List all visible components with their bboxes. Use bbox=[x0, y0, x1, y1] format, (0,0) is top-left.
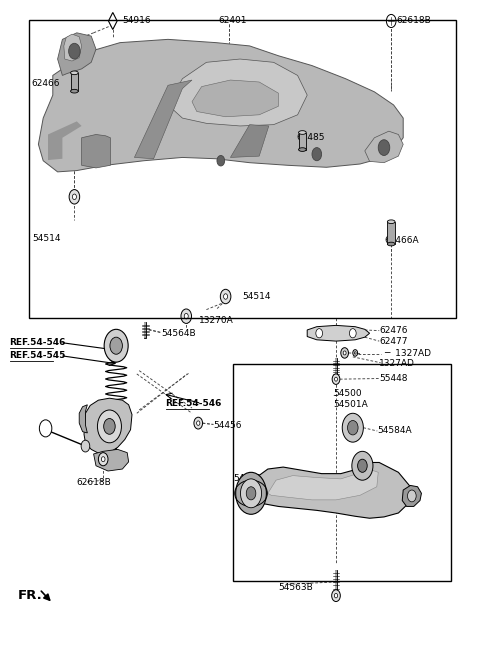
Circle shape bbox=[69, 43, 80, 59]
Circle shape bbox=[98, 453, 108, 466]
Circle shape bbox=[246, 487, 256, 500]
Circle shape bbox=[217, 155, 225, 166]
Text: 54514: 54514 bbox=[242, 292, 271, 301]
Circle shape bbox=[39, 420, 52, 437]
Circle shape bbox=[101, 457, 105, 462]
Circle shape bbox=[316, 329, 323, 338]
Text: 13270A: 13270A bbox=[199, 316, 234, 325]
Polygon shape bbox=[134, 80, 192, 159]
Circle shape bbox=[335, 377, 337, 381]
Polygon shape bbox=[402, 485, 421, 506]
Polygon shape bbox=[58, 33, 96, 75]
Text: 54551D: 54551D bbox=[234, 474, 269, 483]
Text: 54916: 54916 bbox=[122, 16, 151, 26]
Circle shape bbox=[240, 479, 262, 508]
Polygon shape bbox=[84, 398, 132, 454]
Circle shape bbox=[181, 309, 192, 323]
Text: 62477: 62477 bbox=[379, 337, 408, 346]
Text: REF.54-546: REF.54-546 bbox=[10, 338, 66, 347]
Circle shape bbox=[312, 148, 322, 161]
Text: 62618B: 62618B bbox=[77, 478, 111, 487]
Text: 62466: 62466 bbox=[31, 79, 60, 89]
Circle shape bbox=[353, 350, 358, 356]
Text: ─  1327AD: ─ 1327AD bbox=[384, 349, 431, 358]
Circle shape bbox=[343, 351, 346, 355]
Polygon shape bbox=[307, 325, 370, 341]
Text: 55448: 55448 bbox=[379, 374, 408, 383]
Ellipse shape bbox=[71, 71, 78, 75]
Ellipse shape bbox=[299, 131, 306, 134]
Circle shape bbox=[386, 14, 396, 28]
Circle shape bbox=[408, 490, 416, 502]
Circle shape bbox=[104, 419, 115, 434]
Polygon shape bbox=[94, 449, 129, 471]
Ellipse shape bbox=[387, 220, 395, 224]
Circle shape bbox=[348, 420, 358, 435]
Bar bbox=[71, 73, 78, 91]
Polygon shape bbox=[38, 39, 403, 172]
Ellipse shape bbox=[71, 89, 78, 93]
Circle shape bbox=[236, 472, 266, 514]
Circle shape bbox=[197, 421, 200, 425]
Text: 54564B: 54564B bbox=[161, 329, 195, 338]
Circle shape bbox=[194, 417, 203, 429]
Text: 54584A: 54584A bbox=[377, 426, 411, 436]
Bar bbox=[299, 133, 306, 150]
Text: 54500: 54500 bbox=[334, 389, 362, 398]
Circle shape bbox=[110, 337, 122, 354]
Circle shape bbox=[81, 440, 90, 452]
Circle shape bbox=[72, 194, 76, 199]
Polygon shape bbox=[365, 131, 403, 163]
Text: 54456: 54456 bbox=[214, 420, 242, 430]
Polygon shape bbox=[192, 80, 278, 117]
Circle shape bbox=[224, 294, 228, 299]
Bar bbox=[29, 20, 456, 318]
Text: 62476: 62476 bbox=[379, 326, 408, 335]
Circle shape bbox=[332, 374, 340, 384]
Polygon shape bbox=[64, 34, 82, 61]
Circle shape bbox=[97, 410, 121, 443]
Circle shape bbox=[358, 459, 367, 472]
Polygon shape bbox=[268, 469, 378, 500]
Ellipse shape bbox=[387, 242, 395, 246]
Circle shape bbox=[354, 352, 356, 354]
Circle shape bbox=[332, 590, 340, 602]
Text: 62466A: 62466A bbox=[384, 236, 419, 245]
Circle shape bbox=[220, 289, 231, 304]
Circle shape bbox=[342, 413, 363, 442]
Polygon shape bbox=[82, 134, 110, 168]
Circle shape bbox=[341, 348, 348, 358]
Polygon shape bbox=[168, 59, 307, 126]
Polygon shape bbox=[108, 12, 117, 30]
Circle shape bbox=[104, 329, 128, 362]
Bar bbox=[233, 364, 451, 581]
Circle shape bbox=[184, 314, 188, 319]
Text: 62401: 62401 bbox=[218, 16, 247, 26]
Text: 54514: 54514 bbox=[33, 234, 61, 243]
Text: 54501A: 54501A bbox=[334, 400, 368, 409]
Text: 1327AD: 1327AD bbox=[379, 359, 415, 368]
Circle shape bbox=[378, 140, 390, 155]
Polygon shape bbox=[79, 405, 87, 433]
Ellipse shape bbox=[299, 148, 306, 152]
Text: 62618B: 62618B bbox=[396, 16, 431, 26]
Polygon shape bbox=[245, 462, 410, 518]
Text: 54563B: 54563B bbox=[278, 583, 313, 592]
Polygon shape bbox=[48, 121, 82, 160]
Bar bbox=[387, 222, 395, 244]
Circle shape bbox=[349, 329, 356, 338]
Circle shape bbox=[69, 190, 80, 204]
Text: FR.: FR. bbox=[18, 589, 43, 602]
Text: REF.54-545: REF.54-545 bbox=[10, 351, 66, 360]
Circle shape bbox=[335, 594, 337, 598]
Text: REF.54-546: REF.54-546 bbox=[166, 399, 222, 408]
Text: 62485: 62485 bbox=[297, 133, 325, 142]
Polygon shape bbox=[230, 125, 269, 157]
Circle shape bbox=[352, 451, 373, 480]
